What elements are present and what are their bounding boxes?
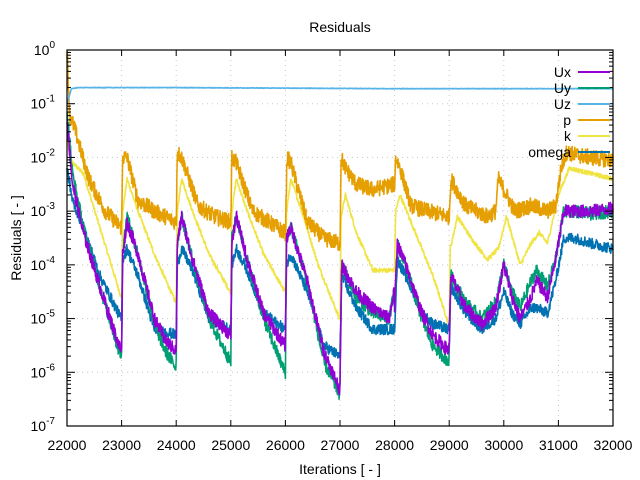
x-tick-label: 28000 [375,437,414,453]
x-tick-label: 32000 [594,437,633,453]
y-tick-label: 10-4 [31,255,56,273]
y-tick-label: 10-5 [31,309,56,327]
y-tick-label: 10-7 [31,416,56,434]
x-tick-labels: 22000 23000 24000 25000 26000 27000 28000 29000… [48,437,633,453]
x-tick-label: 29000 [430,437,469,453]
x-tick-label: 26000 [266,437,305,453]
y-axis-label: Residuals [ - ] [8,195,24,281]
y-tick-label: 10-3 [31,201,56,219]
series-layer [66,50,614,400]
legend-label-uy: Uy [554,80,571,96]
y-tick-labels: 100 10-1 10-2 10-3 10-4 10-5 10-6 10-7 [31,40,56,434]
legend-label-uz: Uz [554,96,571,112]
y-tick-label: 10-6 [31,362,56,380]
axis-ticks [66,49,614,427]
series-line-uz [66,86,614,104]
x-axis-label: Iterations [ - ] [299,461,381,477]
legend-label-k: k [564,128,572,144]
legend-label-ux: Ux [554,64,571,80]
chart-title: Residuals [309,19,370,35]
x-tick-label: 25000 [211,437,250,453]
series-line-ux [66,122,614,396]
legend-label-omega: omega [528,144,571,160]
series-line-p [66,50,614,251]
x-tick-label: 23000 [102,437,141,453]
y-tick-label: 10-1 [31,94,56,112]
x-tick-label: 22000 [48,437,87,453]
x-tick-label: 27000 [321,437,360,453]
y-tick-label: 10-2 [31,147,56,165]
x-tick-label: 31000 [539,437,578,453]
legend-label-p: p [563,112,571,128]
series-line-k [66,140,614,327]
y-tick-label: 100 [34,40,56,58]
x-tick-label: 24000 [157,437,196,453]
x-tick-label: 30000 [484,437,523,453]
